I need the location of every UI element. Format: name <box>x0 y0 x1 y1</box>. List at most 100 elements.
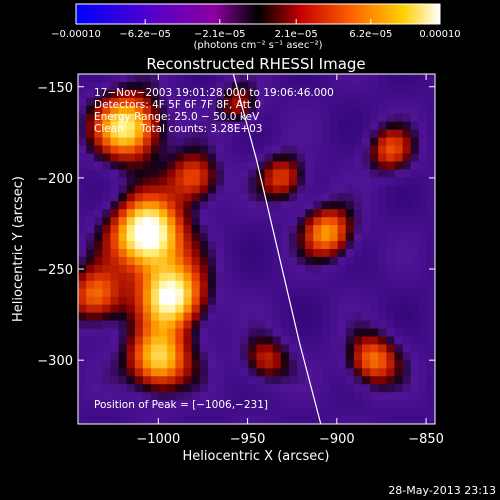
heatmap-cell <box>183 89 193 99</box>
heatmap-cell <box>183 193 193 202</box>
heatmap-cell <box>94 328 103 338</box>
heatmap-cell <box>345 360 355 369</box>
heatmap-cell <box>199 264 209 274</box>
heatmap-cell <box>410 352 420 361</box>
heatmap-cell <box>118 193 128 202</box>
heatmap-cell <box>288 137 298 147</box>
heatmap-cell <box>418 81 428 91</box>
colorbar-tick-label: −0.00010 <box>51 29 101 40</box>
heatmap-cell <box>110 312 120 322</box>
heatmap-cell <box>151 288 160 298</box>
heatmap-cell <box>126 416 136 424</box>
heatmap-cell <box>361 209 371 218</box>
heatmap-cell <box>402 137 412 147</box>
heatmap-cell <box>240 256 249 266</box>
heatmap-cell <box>321 352 331 361</box>
heatmap-cell <box>288 209 298 218</box>
heatmap-cell <box>94 264 103 274</box>
heatmap-cell <box>126 81 136 91</box>
heatmap-cell <box>94 105 103 115</box>
heatmap-cell <box>394 129 404 139</box>
heatmap-cell <box>345 384 355 393</box>
heatmap-cell <box>183 81 193 91</box>
heatmap-cell <box>337 161 347 171</box>
heatmap-cell <box>418 185 428 194</box>
heatmap-cell <box>321 416 331 424</box>
heatmap-cell <box>361 241 371 250</box>
heatmap-cell <box>361 304 371 314</box>
heatmap-cell <box>256 336 266 346</box>
heatmap-cell <box>126 320 136 330</box>
heatmap-cell <box>199 360 209 369</box>
heatmap-cell <box>313 280 323 290</box>
heatmap-cell <box>175 153 185 163</box>
heatmap-cell <box>410 74 420 83</box>
heatmap-cell <box>232 209 241 218</box>
heatmap-cell <box>175 209 185 218</box>
heatmap-cell <box>94 336 103 346</box>
heatmap-cell <box>159 400 168 409</box>
heatmap-cell <box>126 384 136 393</box>
heatmap-cell <box>118 129 128 139</box>
heatmap-cell <box>207 185 217 194</box>
heatmap-cell <box>378 320 387 330</box>
heatmap-cell <box>232 336 241 346</box>
heatmap-cell <box>167 201 176 210</box>
heatmap-cell <box>394 376 404 385</box>
heatmap-cell <box>248 169 258 178</box>
heatmap-cell <box>337 225 347 234</box>
heatmap-cell <box>94 185 103 194</box>
heatmap-cell <box>321 264 331 274</box>
heatmap-cell <box>418 153 428 163</box>
heatmap-cell <box>118 249 128 258</box>
heatmap-cell <box>345 81 355 91</box>
heatmap-cell <box>337 129 347 139</box>
heatmap-cell <box>321 225 331 234</box>
heatmap-cell <box>224 376 233 385</box>
heatmap-cell <box>215 81 225 91</box>
heatmap-cell <box>142 201 152 210</box>
heatmap-cell <box>142 328 152 338</box>
heatmap-cell <box>151 169 160 178</box>
heatmap-cell <box>329 89 339 99</box>
heatmap-cell <box>207 344 217 353</box>
heatmap-cell <box>134 89 144 99</box>
heatmap-cell <box>353 392 363 401</box>
heatmap-cell <box>78 320 87 330</box>
heatmap-cell <box>240 344 249 353</box>
heatmap-cell <box>86 392 95 401</box>
heatmap-cell <box>142 360 152 369</box>
heatmap-cell <box>248 264 258 274</box>
heatmap-cell <box>297 161 306 171</box>
heatmap-cell <box>280 89 290 99</box>
heatmap-cell <box>86 169 95 178</box>
heatmap-cell <box>353 304 363 314</box>
heatmap-cell <box>167 193 176 202</box>
heatmap-cell <box>86 185 95 194</box>
heatmap-cell <box>191 352 201 361</box>
heatmap-cell <box>402 89 412 99</box>
heatmap-cell <box>86 272 95 282</box>
heatmap-cell <box>305 392 314 401</box>
heatmap-cell <box>345 249 355 258</box>
heatmap-cell <box>378 304 387 314</box>
heatmap-cell <box>345 336 355 346</box>
heatmap-cell <box>394 145 404 155</box>
heatmap-cell <box>118 288 128 298</box>
heatmap-cell <box>110 225 120 234</box>
heatmap-cell <box>94 137 103 147</box>
heatmap-cell <box>159 97 168 107</box>
heatmap-cell <box>207 81 217 91</box>
heatmap-cell <box>272 201 282 210</box>
heatmap-cell <box>280 74 290 83</box>
heatmap-cell <box>207 376 217 385</box>
heatmap-cell <box>264 153 274 163</box>
heatmap-cell <box>248 89 258 99</box>
heatmap-cell <box>134 161 144 171</box>
heatmap-cell <box>410 185 420 194</box>
heatmap-cell <box>386 256 396 266</box>
heatmap-cell <box>151 217 160 226</box>
heatmap-cell <box>321 368 331 377</box>
heatmap-cell <box>118 233 128 242</box>
heatmap-cell <box>110 161 120 171</box>
